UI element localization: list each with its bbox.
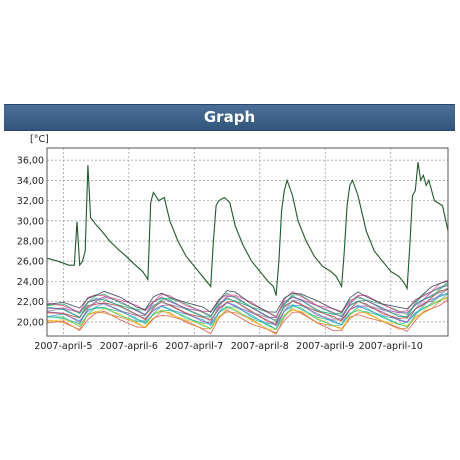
x-tick-label: 2007-april-5 <box>34 341 92 352</box>
sensor-line <box>46 280 449 314</box>
y-tick-label: 34,00 <box>17 176 44 187</box>
y-tick-labels: 20,00 22,00 24,00 26,00 28,00 30,00 32,00 34,00… <box>17 156 44 329</box>
plot-frame <box>46 147 449 337</box>
x-tick-label: 2007-april-7 <box>165 341 223 352</box>
x-tick-label: 2007-april-10 <box>359 341 423 352</box>
y-tick-label: 28,00 <box>17 236 44 247</box>
y-tick-label: 30,00 <box>17 216 44 227</box>
graph-title: Graph <box>203 108 256 126</box>
y-axis-unit: [°C] <box>30 134 49 145</box>
sensor-line <box>46 283 449 323</box>
sensor-line <box>46 281 449 318</box>
sensor-band <box>46 279 449 335</box>
y-tick-label: 20,00 <box>17 317 44 328</box>
grid <box>47 148 448 336</box>
sensor-line <box>46 285 449 319</box>
sensor-line <box>46 287 449 322</box>
x-tick-labels: 2007-april-5 2007-april-6 2007-april-7 2007… <box>34 341 422 352</box>
sensor-line <box>46 297 449 331</box>
y-tick-label: 22,00 <box>17 297 44 308</box>
y-tick-label: 32,00 <box>17 196 44 207</box>
series-line <box>46 162 449 296</box>
series-group <box>46 162 449 296</box>
x-tick-label: 2007-april-8 <box>231 341 289 352</box>
y-tick-label: 36,00 <box>17 156 44 167</box>
x-tick-label: 2007-april-9 <box>296 341 354 352</box>
sensor-line <box>46 299 449 335</box>
y-tick-label: 26,00 <box>17 257 44 268</box>
sensor-line <box>46 289 449 324</box>
x-tick-label: 2007-april-6 <box>100 341 158 352</box>
graph-title-bar: Graph <box>4 104 455 131</box>
y-tick-label: 24,00 <box>17 277 44 288</box>
